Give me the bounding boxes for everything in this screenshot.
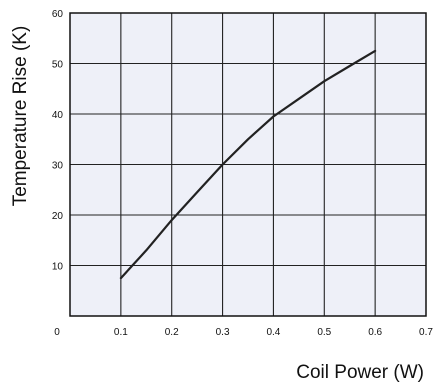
x-tick-label: 0.7 [419, 327, 433, 338]
series-line [119, 49, 377, 280]
y-tick-label: 60 [52, 9, 64, 20]
x-tick-label: 0.3 [216, 327, 230, 338]
x-tick-label: 0.2 [165, 327, 179, 338]
y-axis-ticks: 10 20 30 40 50 60 [52, 9, 64, 273]
plot-frame [69, 12, 427, 317]
x-axis-title: Coil Power (W) [296, 362, 424, 383]
x-axis-ticks: 0 0.1 0.2 0.3 0.4 0.5 0.6 0.7 [54, 327, 433, 338]
y-tick-label: 40 [52, 110, 64, 121]
y-tick-label: 20 [52, 211, 64, 222]
y-tick-label: 30 [52, 161, 64, 172]
y-tick-label: 10 [52, 262, 64, 273]
x-tick-label: 0 [54, 327, 60, 338]
x-tick-label: 0.4 [266, 327, 280, 338]
x-tick-label: 0.5 [317, 327, 331, 338]
x-tick-label: 0.6 [368, 327, 382, 338]
x-tick-label: 0.1 [114, 327, 128, 338]
y-tick-label: 50 [52, 60, 64, 71]
y-axis-title: Temperature Rise (K) [10, 26, 31, 207]
